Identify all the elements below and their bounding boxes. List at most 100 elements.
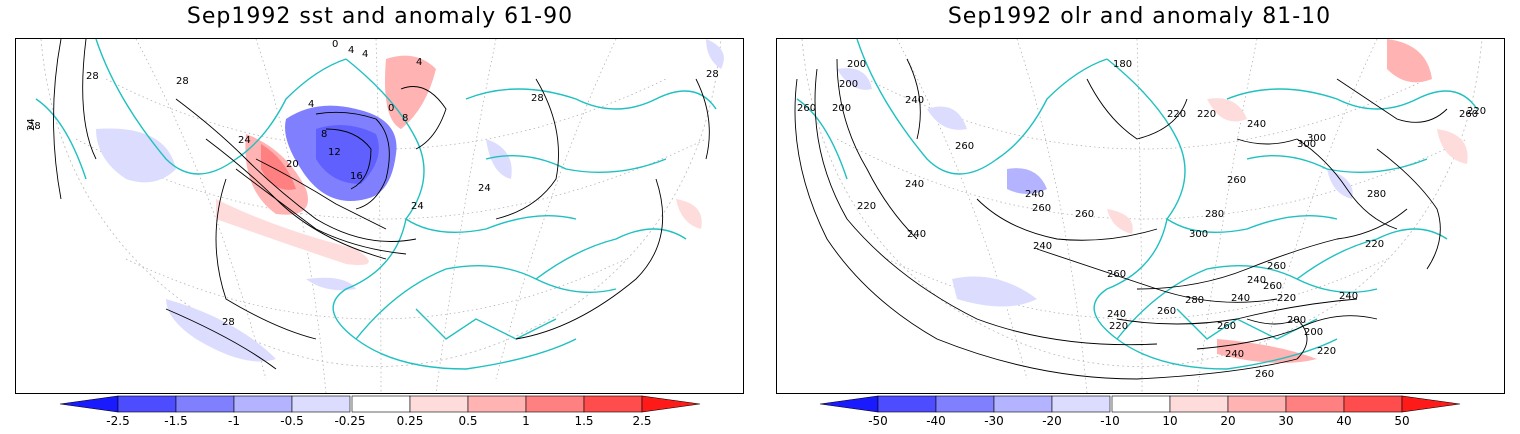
lat-lon-grid [75,39,707,393]
contour-label: 300 [1297,139,1316,150]
contour-label: 200 [1287,315,1306,326]
contour-label: 260 [955,141,974,152]
right-map-canvas: 260 200 200 200 180 220 220 240 300 240 … [794,39,1486,393]
colorbar-bin [351,395,411,413]
colorbar-bin [117,395,177,413]
contour-label: 240 [1107,309,1126,320]
contour-label: 260 [1255,369,1274,380]
colorbar-bin [233,395,293,413]
olr-anomaly-shading [837,39,1468,363]
colorbar-tick: 2.5 [632,414,652,428]
olr-contour-labels: 260 200 200 200 180 220 220 240 300 240 … [797,59,1486,380]
contour-label: 280 [1185,295,1204,306]
contour-label: 300 [1189,229,1208,240]
colorbar-tick: -40 [926,414,946,428]
colorbar-tick: -20 [1042,414,1062,428]
contour-label: 28 [706,69,719,80]
colorbar-bin [1051,395,1111,413]
colorbar-tick: 10 [1162,414,1178,428]
contour-label: 220 [1197,109,1216,120]
right-map-title: Sep1992 olr and anomaly 81-10 [947,4,1332,29]
colorbar-tick: -2.5 [106,414,130,428]
left-colorbar-swatches [59,395,701,413]
contour-label: 4 [362,49,368,60]
colorbar-bin [1227,395,1287,413]
colorbar-tick: 1.5 [574,414,594,428]
olr-contours [794,58,1448,380]
colorbar-tick: -0.25 [334,414,366,428]
contour-label: 220 [1317,346,1336,357]
colorbar-tick: 20 [1220,414,1236,428]
colorbar-tick: -10 [1100,414,1120,428]
right-colorbar: -50 -40 -30 -20 -10 10 20 30 40 50 [819,395,1461,434]
contour-label: 28 [86,71,99,82]
colorbar-bin [583,395,643,413]
hemisphere-boundary [40,39,722,367]
colorbar-bin [1285,395,1345,413]
colorbar-bin [641,395,701,413]
colorbar-bin [1401,395,1461,413]
contour-label: 260 [1459,109,1478,120]
contour-label: 16 [350,171,363,182]
contour-label: 260 [1107,269,1126,280]
contour-label: 24 [478,183,491,194]
sst-contours [53,39,710,370]
contour-label: 0 [332,39,338,50]
contour-label: 4 [348,45,354,56]
hemisphere-boundary [801,39,1483,367]
colorbar-bin [819,395,879,413]
colorbar-bin [291,395,351,413]
contour-label: 28 [176,76,189,87]
contour-label: 28 [222,317,235,328]
contour-label: 240 [1247,119,1266,130]
contour-label: 20 [286,159,299,170]
contour-label: 240 [1339,291,1358,302]
contour-label: 28 [531,93,544,104]
colorbar-tick: 30 [1278,414,1294,428]
contour-label: 260 [1263,281,1282,292]
colorbar-tick: 1 [522,414,530,428]
contour-label: 8 [402,113,408,124]
colorbar-bin [935,395,995,413]
contour-label: 200 [847,59,866,70]
contour-label: 220 [1167,109,1186,120]
colorbar-bin [1169,395,1229,413]
left-sst-map: 28 28 28 24 28 28 4 8 12 16 20 24 24 24 … [15,38,744,394]
right-olr-map: 260 200 200 200 180 220 220 240 300 240 … [776,38,1505,394]
colorbar-tick: -1 [228,414,240,428]
contour-label: 220 [1467,106,1486,117]
contour-label: 240 [1225,349,1244,360]
contour-label: 280 [1205,209,1224,220]
colorbar-tick: 0.5 [458,414,478,428]
contour-label: 220 [1109,321,1128,332]
contour-label: 200 [1304,327,1323,338]
contour-label: 240 [907,229,926,240]
contour-label: 300 [1307,133,1326,144]
colorbar-bin [59,395,119,413]
contour-label: 200 [839,79,858,90]
colorbar-bin [409,395,469,413]
colorbar-tick: 0.25 [396,414,424,428]
colorbar-tick: -0.5 [280,414,304,428]
colorbar-tick: 50 [1394,414,1410,428]
contour-label: 240 [1231,293,1250,304]
contour-label: 0 [388,103,394,114]
contour-label: 260 [1032,203,1051,214]
contour-label: 220 [1365,239,1384,250]
contour-label: 240 [905,95,924,106]
contour-label: 8 [321,129,327,140]
contour-label: 260 [1267,261,1286,272]
contour-label: 260 [1217,321,1236,332]
coastlines [796,39,1478,370]
left-colorbar: -2.5 -1.5 -1 -0.5 -0.25 0.25 0.5 1 1.5 2… [59,395,701,434]
contour-label: 24 [238,135,251,146]
colorbar-bin [525,395,585,413]
colorbar-bin [993,395,1053,413]
contour-label: 260 [797,103,816,114]
colorbar-bin [1111,395,1171,413]
contour-label: 200 [832,103,851,114]
contour-label: 260 [1157,306,1176,317]
colorbar-tick: 40 [1336,414,1352,428]
left-map-title: Sep1992 sst and anomaly 61-90 [186,4,574,29]
left-map-canvas: 28 28 28 24 28 28 4 8 12 16 20 24 24 24 … [26,39,724,393]
